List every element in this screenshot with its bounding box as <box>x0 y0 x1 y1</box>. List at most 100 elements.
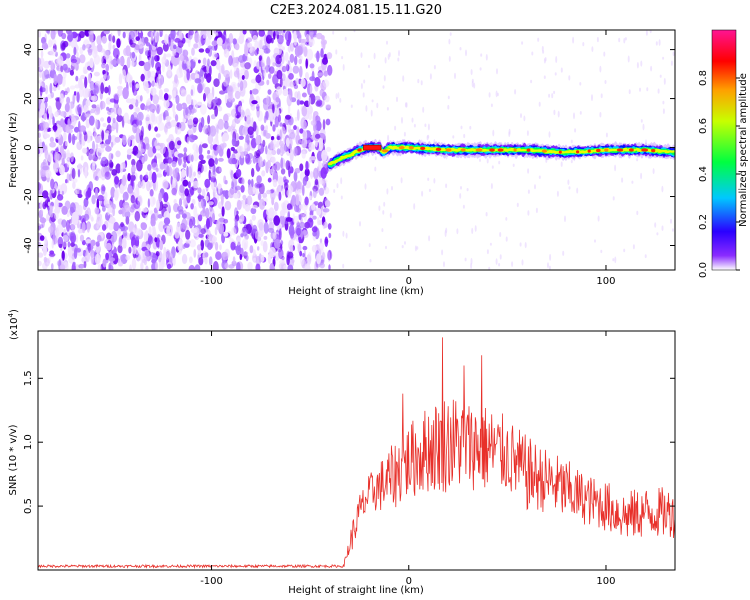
noise-speck <box>368 243 371 248</box>
noise-speck <box>213 78 220 87</box>
noise-speck <box>39 85 43 97</box>
noise-speck <box>38 260 42 267</box>
noise-speck <box>156 46 163 56</box>
noise-speck <box>658 39 661 46</box>
noise-speck <box>51 39 57 46</box>
noise-speck <box>428 235 431 242</box>
noise-speck <box>59 111 67 117</box>
noise-speck <box>130 194 135 204</box>
snr-frame <box>37 330 676 571</box>
noise-speck <box>299 128 304 134</box>
noise-speck <box>261 170 266 177</box>
noise-speck <box>97 263 102 270</box>
noise-speck <box>317 66 325 72</box>
signal-peak-mark <box>628 148 634 152</box>
spectrogram-y-ticks: 40 20 0 -20 -40 <box>23 43 675 254</box>
signal-track-mark <box>671 150 675 153</box>
noise-speck <box>163 217 171 225</box>
noise-speck <box>101 186 106 192</box>
noise-speck <box>242 194 247 200</box>
noise-speck <box>54 198 59 210</box>
noise-speck <box>105 145 112 152</box>
noise-speck <box>271 197 275 206</box>
noise-speck <box>147 198 151 208</box>
noise-speck <box>102 205 106 212</box>
noise-speck <box>57 30 63 37</box>
spectrogram-y-label: Frequency (Hz) <box>8 112 19 188</box>
noise-speck <box>77 168 81 178</box>
noise-speck <box>221 134 226 143</box>
noise-speck <box>471 80 474 88</box>
noise-speck <box>63 131 67 142</box>
noise-speck <box>92 140 95 152</box>
noise-speck <box>232 121 236 127</box>
noise-speck <box>182 179 189 187</box>
noise-speck <box>255 95 261 108</box>
noise-speck <box>83 131 88 142</box>
noise-speck <box>644 254 647 259</box>
noise-speck <box>276 30 283 35</box>
noise-speck <box>386 107 389 111</box>
noise-speck <box>663 77 666 85</box>
noise-speck <box>121 206 126 218</box>
noise-speck <box>530 79 533 84</box>
noise-speck <box>42 190 49 199</box>
noise-speck <box>235 244 242 256</box>
noise-speck <box>369 259 372 263</box>
noise-speck <box>295 194 300 206</box>
noise-speck <box>301 150 306 159</box>
noise-speck <box>167 64 172 77</box>
noise-speck <box>88 115 95 126</box>
noise-speck <box>316 50 320 63</box>
noise-speck <box>38 191 43 197</box>
noise-speck <box>77 204 83 216</box>
noise-speck <box>69 85 76 90</box>
noise-speck <box>72 261 76 266</box>
noise-speck <box>194 32 200 44</box>
noise-speck <box>217 118 224 130</box>
noise-speck <box>519 242 522 247</box>
noise-speck <box>71 168 76 180</box>
noise-speck <box>83 213 90 221</box>
noise-speck <box>48 39 53 48</box>
noise-speck <box>456 228 459 235</box>
noise-speck <box>270 136 275 141</box>
signal-peak-mark <box>596 148 601 153</box>
noise-speck <box>310 35 314 40</box>
noise-speck <box>250 137 257 149</box>
noise-speck <box>140 222 147 231</box>
noise-speck <box>174 38 181 43</box>
noise-speck <box>62 240 67 248</box>
noise-speck <box>251 204 258 209</box>
noise-speck <box>325 104 332 109</box>
noise-speck <box>290 42 294 52</box>
noise-speck <box>207 134 214 145</box>
noise-speck <box>141 156 145 165</box>
noise-speck <box>262 192 268 199</box>
noise-speck <box>325 118 331 126</box>
noise-speck <box>246 195 253 206</box>
noise-speck <box>382 85 385 89</box>
noise-speck <box>124 210 131 219</box>
noise-speck <box>211 45 218 51</box>
noise-speck <box>322 119 326 131</box>
noise-speck <box>374 156 377 161</box>
colorbar: 0.0 0.2 0.4 0.6 0.8 Normalized spectral ampl… <box>698 29 749 278</box>
noise-speck <box>273 30 276 40</box>
noise-speck <box>88 30 94 35</box>
noise-speck <box>538 101 541 107</box>
signal-peak-mark <box>513 148 517 152</box>
noise-speck <box>486 249 489 255</box>
noise-speck <box>190 89 194 96</box>
y-tick-label: -20 <box>23 188 34 204</box>
noise-speck <box>251 100 258 105</box>
noise-speck <box>640 119 643 123</box>
noise-speck <box>296 109 300 121</box>
noise-speck <box>84 166 88 179</box>
noise-speck <box>202 205 206 214</box>
noise-speck <box>90 253 95 265</box>
noise-speck <box>591 94 593 102</box>
noise-speck <box>299 65 303 78</box>
noise-speck <box>447 104 450 110</box>
noise-speck <box>230 241 236 251</box>
